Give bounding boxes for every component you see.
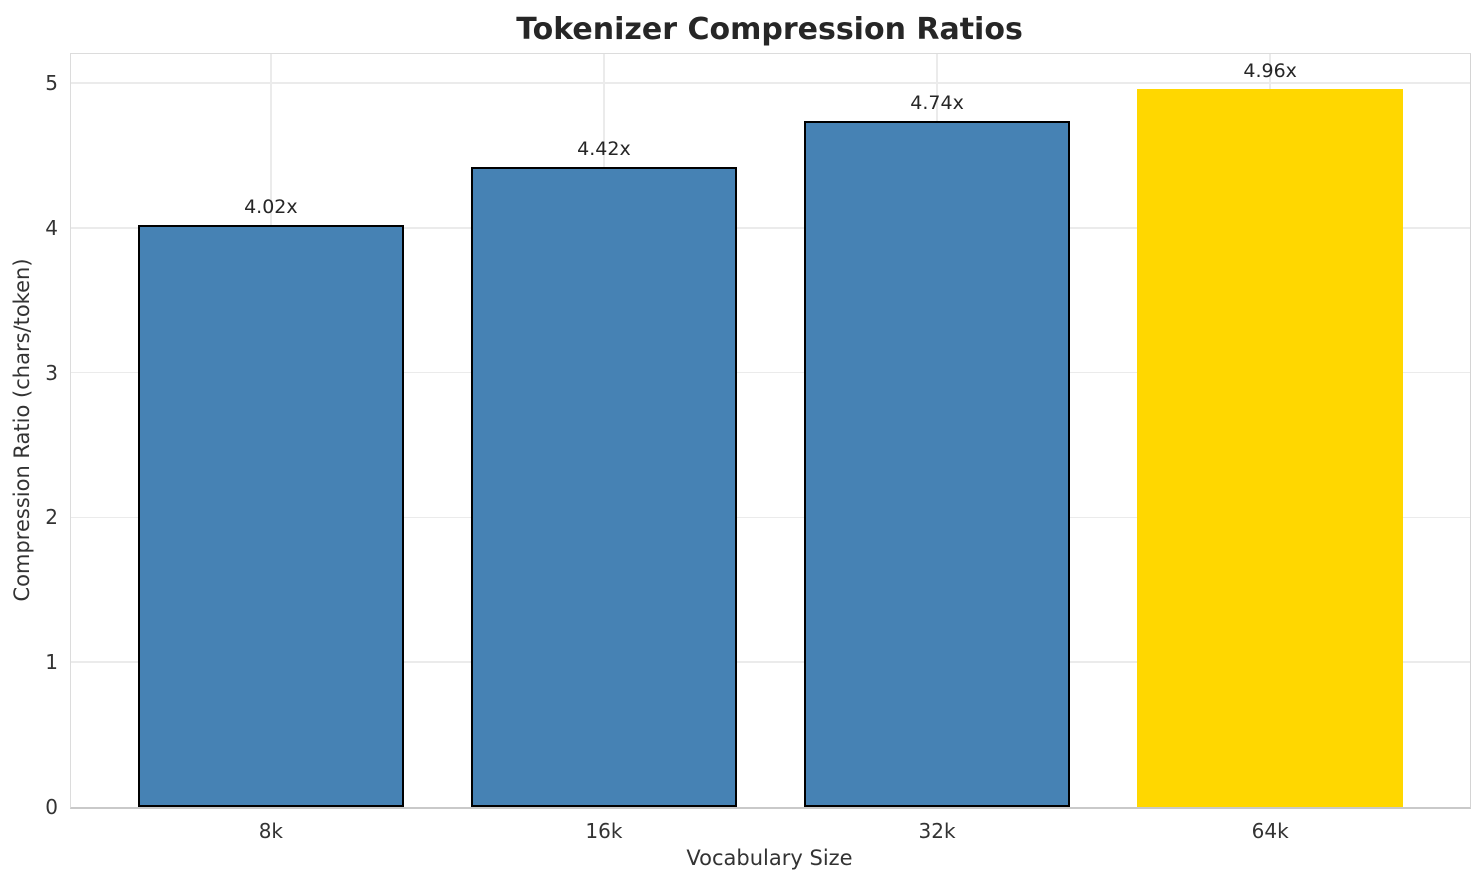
bar-value-label: 4.96x xyxy=(1243,59,1297,82)
x-tick-label: 64k xyxy=(1251,819,1289,843)
bar-value-label: 4.02x xyxy=(244,195,298,218)
grid-line-horizontal xyxy=(71,82,1470,84)
y-tick-label: 4 xyxy=(45,215,58,240)
bar-32k xyxy=(803,120,1071,807)
grid-line-horizontal xyxy=(71,661,1470,663)
y-tick-label: 3 xyxy=(45,360,58,385)
chart-title: Tokenizer Compression Ratios xyxy=(516,12,1023,47)
grid-line-horizontal xyxy=(71,516,1470,519)
y-tick-label: 5 xyxy=(45,70,58,95)
x-axis-label: Vocabulary Size xyxy=(686,846,853,870)
bar-value-label: 4.74x xyxy=(910,91,964,114)
y-axis-label: Compression Ratio (chars/token) xyxy=(10,258,34,602)
x-tick-label: 8k xyxy=(258,819,283,843)
grid-line-horizontal xyxy=(71,227,1470,229)
y-tick-label: 0 xyxy=(45,795,58,819)
grid-line-horizontal xyxy=(71,371,1470,374)
x-tick-label: 16k xyxy=(585,819,623,843)
bar-value-label: 4.42x xyxy=(577,137,631,160)
bar-8k xyxy=(137,224,405,807)
x-tick-label: 32k xyxy=(918,819,956,843)
y-tick-label: 1 xyxy=(45,650,58,675)
bar-16k xyxy=(470,166,738,807)
plot-area: 0 1 2 3 4 5 4.02x 8k 4.42x 16k 4.74x 32k 4.96x 64k xyxy=(45,53,1471,843)
bar-64k xyxy=(1136,88,1404,807)
y-tick-label: 2 xyxy=(45,505,58,530)
